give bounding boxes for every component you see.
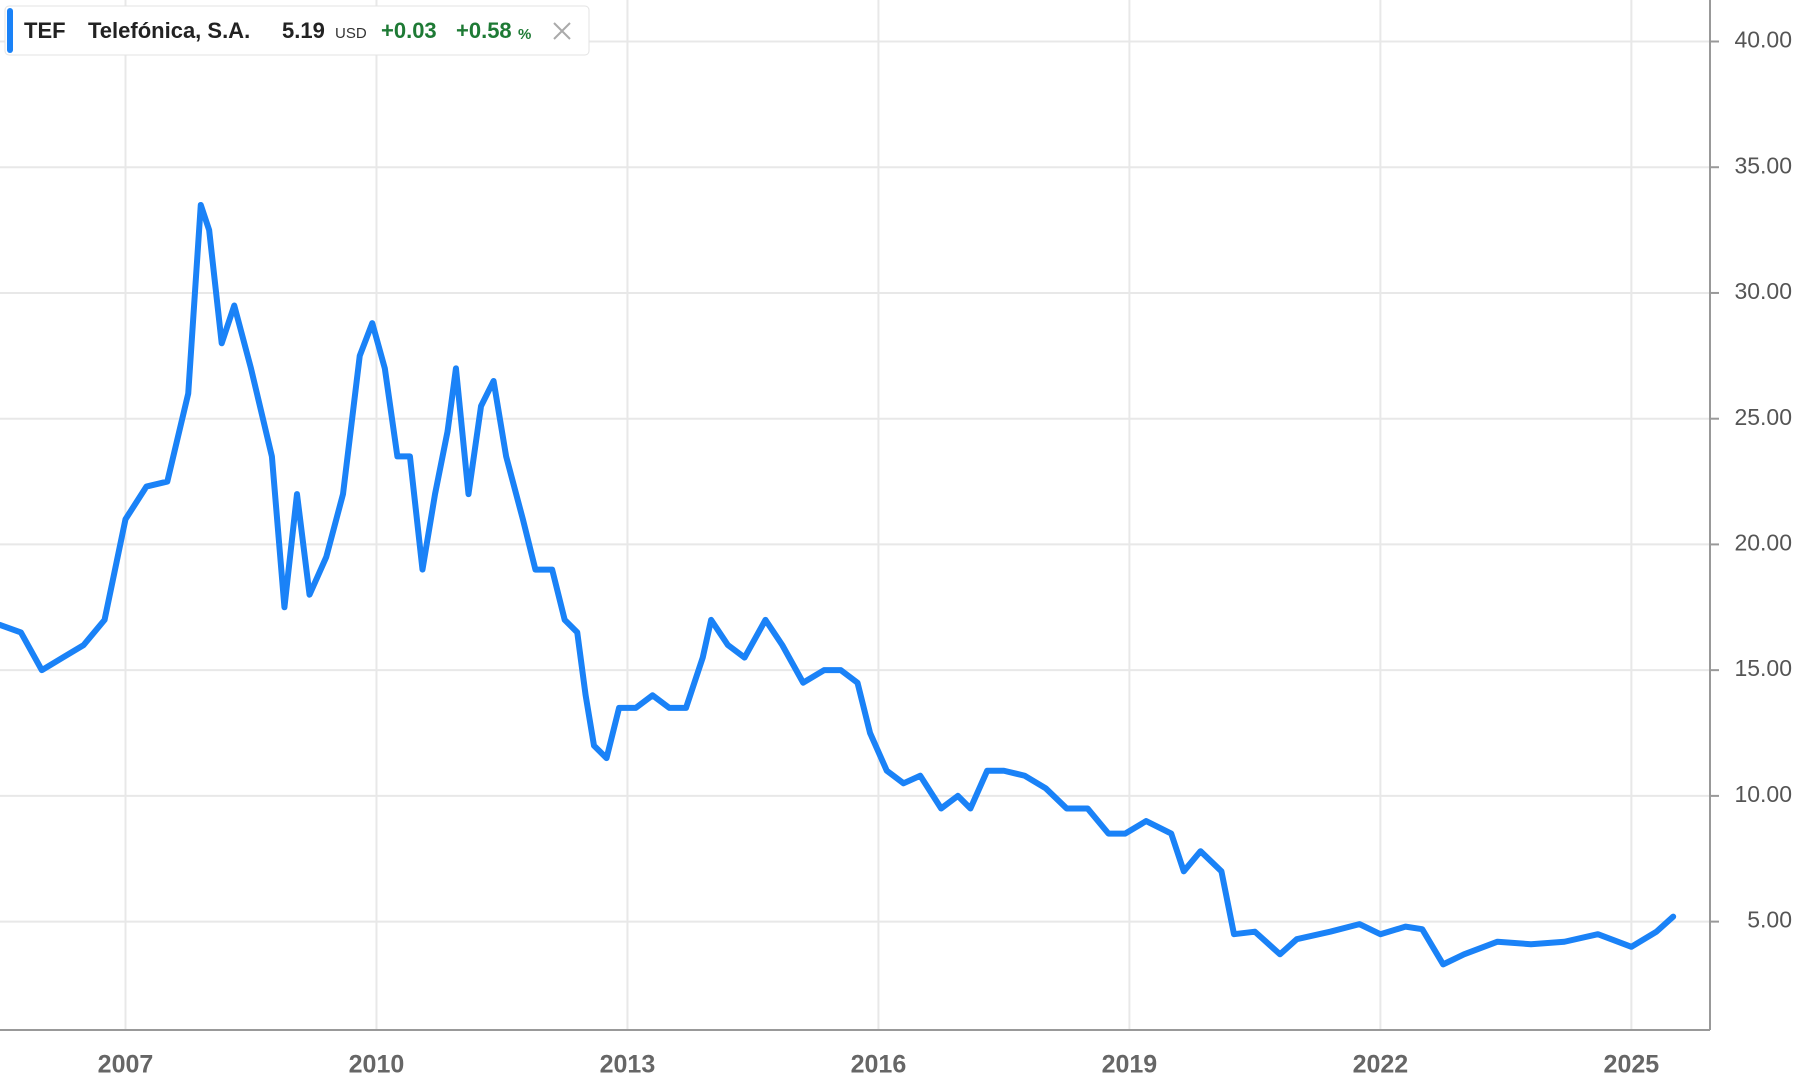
price: 5.19 <box>282 18 325 43</box>
company: Telefónica, S.A. <box>88 18 250 43</box>
percent-sign: % <box>518 26 531 43</box>
y-tick-label: 5.00 <box>1747 907 1792 933</box>
x-tick-label: 2022 <box>1353 1051 1409 1079</box>
price-line <box>0 201 1677 968</box>
y-tick-label: 30.00 <box>1734 278 1792 304</box>
y-tick-label: 15.00 <box>1734 655 1792 681</box>
x-tick-label: 2025 <box>1604 1051 1660 1079</box>
legend-box <box>4 5 590 56</box>
x-tick-label: 2010 <box>349 1051 405 1079</box>
y-tick-label: 40.00 <box>1734 27 1792 53</box>
y-tick-label: 20.00 <box>1734 529 1792 555</box>
y-tick-label: 35.00 <box>1734 152 1792 178</box>
change: +0.03 <box>381 18 437 43</box>
currency: USD <box>335 25 367 42</box>
symbol: TEF <box>24 18 66 43</box>
x-tick-label: 2007 <box>98 1051 154 1079</box>
x-tick-label: 2016 <box>851 1051 907 1079</box>
legend: TEF Telefónica, S.A. 5.19 USD +0.03 +0.5… <box>4 5 590 56</box>
legend-swatch <box>7 8 13 53</box>
change-percent: +0.58 <box>456 18 512 43</box>
x-tick-label: 2013 <box>600 1051 656 1079</box>
y-tick-label: 25.00 <box>1734 404 1792 430</box>
close-button[interactable] <box>553 22 571 40</box>
x-tick-label: 2019 <box>1102 1051 1158 1079</box>
y-tick-label: 10.00 <box>1734 781 1792 807</box>
